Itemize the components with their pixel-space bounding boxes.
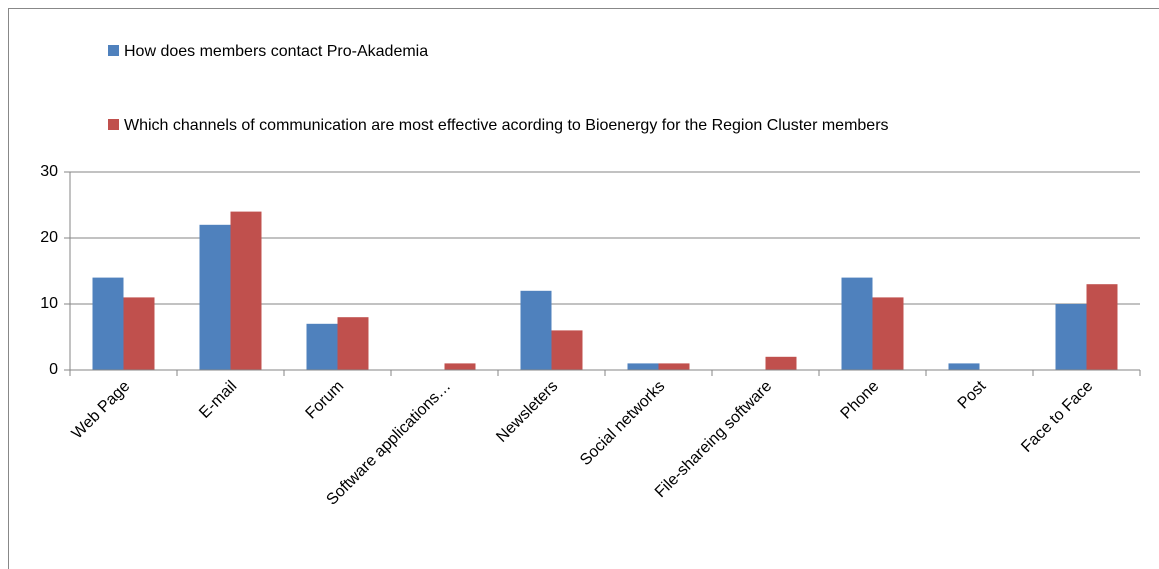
legend-entry: How does members contact Pro-Akademia (108, 39, 1108, 65)
legend-swatch (108, 119, 119, 130)
x-tick-label: Newsleters (493, 378, 561, 446)
x-tick-label: Post (955, 377, 990, 412)
bar (841, 277, 873, 370)
bar (948, 363, 980, 370)
x-tick-label: Web Page (69, 378, 134, 443)
bar (1086, 284, 1118, 370)
legend-label: Which channels of communication are most… (124, 117, 889, 134)
bar (199, 224, 231, 370)
legend-entry: Which channels of communication are most… (108, 113, 1108, 139)
bar (520, 290, 552, 370)
bar (444, 363, 476, 370)
y-tick-label: 30 (40, 163, 58, 180)
bar (306, 323, 338, 370)
legend-swatch (108, 45, 119, 56)
bar (123, 297, 155, 370)
x-tick-label: Face to Face (1018, 378, 1096, 456)
bar (1055, 304, 1087, 370)
x-tick-label: Forum (303, 378, 348, 423)
y-tick-label: 20 (40, 229, 58, 246)
x-tick-label: E-mail (196, 378, 240, 422)
bar (658, 363, 690, 370)
bar (627, 363, 659, 370)
chart-border (8, 8, 1159, 569)
x-tick-label: Software applications… (323, 378, 454, 509)
bar (765, 356, 797, 370)
bar (872, 297, 904, 370)
y-tick-label: 10 (40, 295, 58, 312)
x-tick-label: File-shareing software (652, 378, 775, 501)
bar (92, 277, 124, 370)
legend-label: How does members contact Pro-Akademia (124, 43, 429, 60)
x-tick-label: Phone (838, 378, 883, 423)
bar (230, 211, 262, 370)
y-tick-label: 0 (49, 361, 58, 378)
x-tick-label: Social networks (577, 378, 668, 469)
bar (551, 330, 583, 370)
bar (337, 317, 369, 370)
